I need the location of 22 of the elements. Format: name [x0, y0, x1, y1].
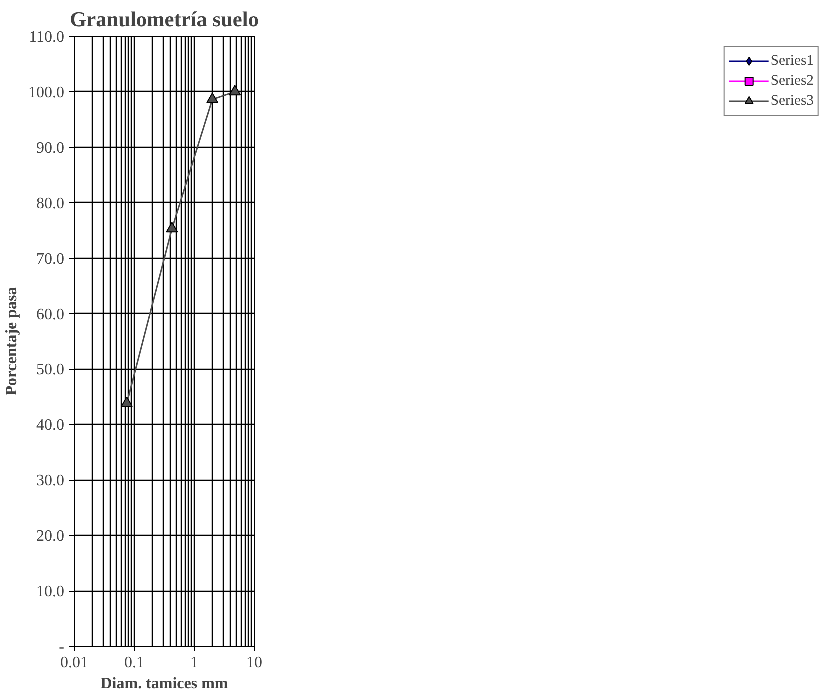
y-axis-title: Porcentaje pasa: [4, 287, 20, 396]
y-tick-label: 20.0: [36, 528, 64, 546]
y-tick-label: 60.0: [36, 306, 64, 324]
y-tick-label: 30.0: [36, 472, 64, 490]
y-tick-label: 90.0: [36, 140, 64, 157]
y-tick-label: -: [59, 639, 64, 656]
legend-label: Series2: [770, 72, 814, 90]
x-axis-title: Diam. tamices mm: [100, 676, 229, 692]
x-tick-label: 0.01: [60, 654, 88, 672]
y-tick-label: 70.0: [36, 250, 64, 268]
y-tick-label: 110.0: [29, 29, 64, 46]
legend-label: Series1: [770, 52, 814, 70]
y-tick-label: 50.0: [36, 362, 64, 379]
x-tick-label: 1: [190, 654, 198, 672]
x-tick-label: 0.1: [124, 654, 144, 672]
y-tick-label: 80.0: [36, 195, 64, 212]
chart-title: Granulometría suelo: [70, 8, 259, 32]
y-tick-label: 40.0: [36, 417, 64, 434]
y-tick-label: 10.0: [36, 584, 64, 601]
x-tick-label: 10: [246, 654, 262, 672]
legend-label: Series3: [770, 92, 814, 110]
y-tick-label: 100.0: [28, 84, 64, 102]
